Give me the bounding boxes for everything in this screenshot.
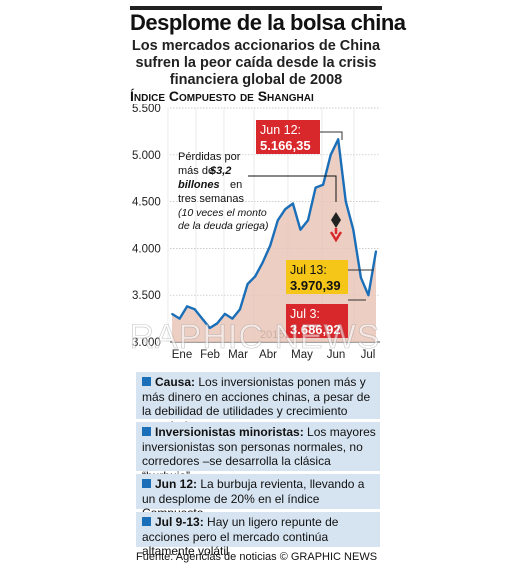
panel-jun12: Jun 12: La burbuja revienta, llevando a … (136, 474, 380, 520)
data-point (193, 308, 196, 311)
square-bullet-icon (142, 517, 151, 526)
loss-note-line: en (230, 179, 242, 191)
data-point (186, 305, 189, 308)
data-point (178, 317, 181, 320)
data-point (322, 183, 325, 186)
jul3-label: Jul 3: (290, 307, 320, 321)
data-point (269, 244, 272, 247)
data-point (254, 275, 257, 278)
bracket-line (248, 175, 337, 202)
x-tick-label: Jul (361, 349, 376, 361)
panel-causa: Causa: Los inversionistas ponen más y má… (136, 372, 380, 433)
data-point (367, 294, 370, 297)
data-point (329, 153, 332, 156)
loss-note-line: Pérdidas por (178, 151, 241, 163)
jul13-value: 3.970,39 (290, 278, 341, 293)
data-point (284, 208, 287, 210)
panel-text: Los mayores inversionistas son personas … (142, 425, 376, 483)
data-point (299, 228, 302, 231)
panel-text: Hay un ligero repunte de acciones pero e… (142, 515, 339, 558)
jul13-label: Jul 13: (290, 263, 327, 277)
jun12-value: 5.166,35 (260, 138, 311, 153)
down-arrow-icon (329, 228, 343, 243)
loss-note-italic: (10 veces el monto (178, 207, 267, 219)
y-tick-label: 3.000 (132, 337, 161, 349)
panel-heading: Inversionistas minoristas: (155, 425, 304, 439)
y-tick-label: 4.000 (132, 243, 161, 255)
data-point (231, 317, 234, 320)
jun12-leader-line (320, 131, 343, 140)
watermark-text: GRAPHIC NEWS (130, 318, 380, 356)
x-tick-label: Feb (200, 349, 220, 361)
jun12-label: Jun 12: (260, 123, 301, 137)
series-line (171, 138, 378, 330)
square-bullet-icon (142, 479, 151, 488)
jul3-value: 3.686,92 (290, 322, 341, 337)
loss-note-line: más de (178, 165, 214, 177)
x-tick-label: Ene (172, 349, 192, 361)
jul3-label-box (286, 304, 348, 338)
jul13-label-box (286, 260, 348, 294)
chart-title: Índice Compuesto de Shanghai (130, 88, 314, 104)
panel-heading: Jul 9-13: (155, 515, 204, 529)
x-tick-label: May (291, 349, 313, 361)
panel-inversionistas: Inversionistas minoristas: Los mayores i… (136, 422, 380, 483)
page-title: Desplome de la bolsa china (130, 10, 406, 35)
loss-amount: $3,2 (209, 165, 231, 177)
source-note: Fuente: Agencias de noticias © GRAPHIC N… (136, 551, 378, 563)
loss-note-line: tres semanas (178, 193, 245, 205)
jun12-label-box (256, 120, 320, 154)
panel-heading: Causa: (155, 375, 196, 389)
data-point (208, 327, 211, 329)
data-point (261, 261, 264, 264)
data-point (314, 186, 317, 189)
data-point (239, 308, 241, 311)
data-point (216, 322, 219, 325)
square-bullet-icon (142, 377, 151, 386)
loss-amount: billones (178, 179, 220, 191)
data-point (276, 219, 279, 222)
panel-heading: Jun 12: (155, 477, 198, 491)
shanghai-index-chart: 5.500 5.000 4.500 4.000 3.500 3.000 Ene Feb Mar A… (130, 104, 380, 361)
y-tick-label: 5.500 (132, 104, 161, 115)
x-tick-label: Abr (259, 349, 277, 361)
loss-note-italic: de la deuda griega) (178, 220, 269, 232)
data-point (359, 276, 362, 279)
y-tick-label: 3.500 (132, 290, 161, 302)
page-subtitle: Los mercados accionarios de China sufren… (131, 38, 381, 88)
data-point (307, 219, 309, 222)
diamond-marker (331, 212, 341, 228)
x-tick-label: Mar (228, 349, 248, 361)
data-point (291, 202, 294, 205)
title-rule (130, 6, 382, 10)
data-point (223, 313, 226, 315)
square-bullet-icon (142, 427, 151, 436)
data-point (246, 283, 249, 285)
x-tick-label: Jun (327, 349, 346, 361)
data-point (337, 138, 340, 141)
data-point (375, 250, 377, 253)
y-tick-label: 5.000 (132, 150, 161, 162)
y-tick-label: 4.500 (132, 197, 161, 209)
data-point (201, 317, 204, 320)
data-point (344, 200, 347, 203)
data-point (352, 228, 355, 231)
panel-jul9-13: Jul 9-13: Hay un ligero repunte de accio… (136, 512, 380, 558)
data-point (171, 313, 173, 315)
